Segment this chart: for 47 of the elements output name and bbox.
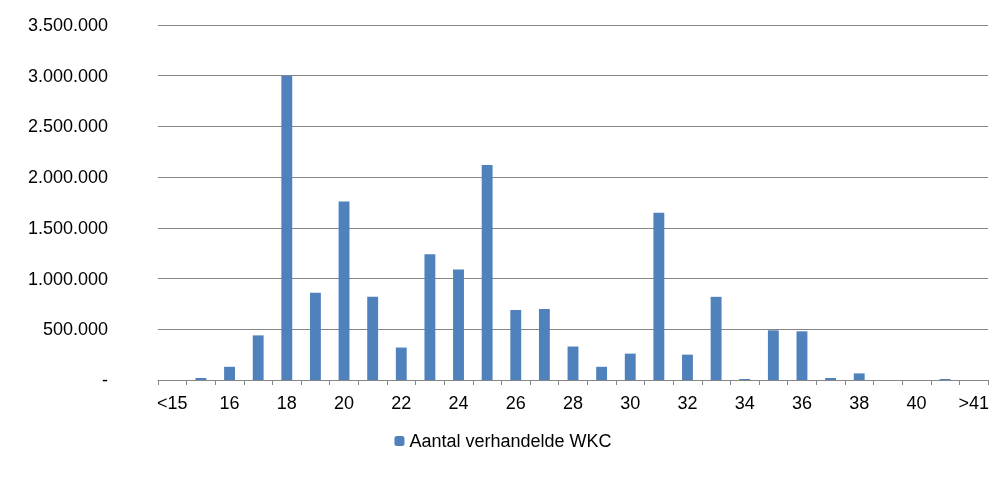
- y-tick-label: 1.000.000: [27, 268, 108, 289]
- bar: [596, 366, 608, 380]
- bar: [224, 366, 235, 380]
- x-tick-label: 32: [677, 393, 698, 413]
- bar: [309, 292, 321, 380]
- x-tick-label: <15: [157, 393, 188, 413]
- x-tick-label: 38: [849, 393, 870, 413]
- y-tick-label: 3.000.000: [27, 65, 108, 86]
- y-tick-label: 2.500.000: [27, 116, 108, 137]
- y-tick-label: -: [102, 370, 108, 390]
- bar: [710, 296, 722, 380]
- x-tick-label: 40: [906, 393, 927, 413]
- y-tick-label: 1.500.000: [27, 217, 108, 238]
- y-tick-label: 500.000: [42, 319, 108, 340]
- bar: [338, 201, 350, 380]
- x-tick-label: >41: [958, 393, 989, 413]
- bar: [567, 346, 579, 380]
- bar: [767, 330, 779, 380]
- bar: [481, 164, 493, 380]
- x-tick-label: 36: [791, 393, 812, 413]
- x-tick-label: 28: [562, 393, 584, 413]
- bar: [252, 335, 264, 380]
- y-tick-label: 2.000.000: [27, 167, 108, 188]
- x-tick-label: 30: [620, 393, 641, 413]
- bar: [195, 377, 207, 380]
- bar: [538, 309, 550, 380]
- bar: [395, 347, 407, 380]
- x-tick-label: 34: [734, 393, 755, 413]
- bar: [367, 296, 379, 380]
- y-tick-label: 3.500.000: [27, 15, 108, 35]
- bar: [453, 269, 464, 380]
- bar: [281, 75, 293, 380]
- x-tick-label: 24: [448, 393, 469, 413]
- bar: [653, 212, 665, 380]
- bar: [825, 377, 837, 380]
- bar: [510, 310, 522, 380]
- x-tick-label: 18: [276, 393, 297, 413]
- legend-label: Aantal verhandelde WKC: [409, 431, 612, 451]
- x-tick-label: 16: [219, 393, 240, 413]
- bar: [796, 331, 808, 380]
- x-tick-label: 20: [334, 393, 355, 413]
- bar: [853, 373, 865, 380]
- x-tick-label: 26: [505, 393, 526, 413]
- x-tick-label: 22: [391, 393, 412, 413]
- bar: [424, 254, 436, 380]
- bar: [682, 354, 693, 380]
- bar: [624, 353, 636, 380]
